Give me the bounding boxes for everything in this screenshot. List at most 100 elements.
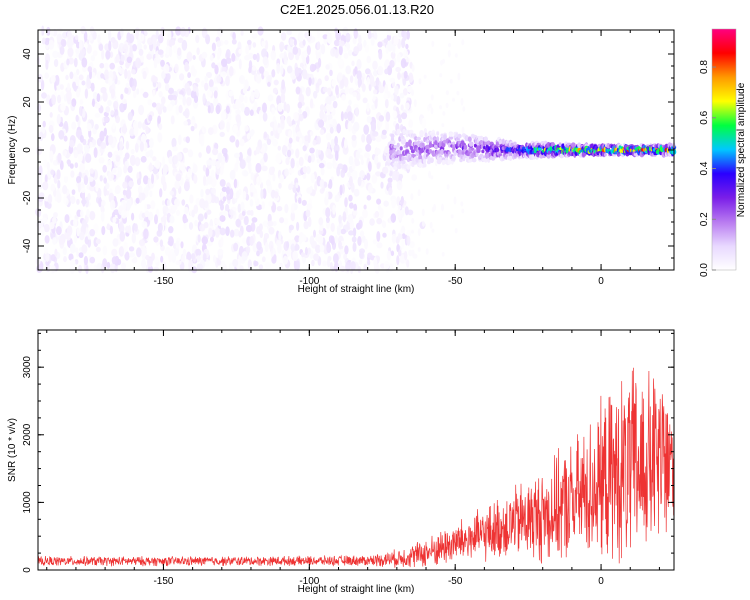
heatmap-cell [325, 190, 329, 200]
heatmap-cell [294, 192, 298, 203]
heatmap-cell [52, 216, 57, 224]
heatmap-cell [159, 188, 163, 198]
heatmap-y-axis-label: Frequency (Hz) [7, 116, 18, 185]
heatmap-cell [350, 261, 356, 271]
heatmap-cell [134, 157, 141, 167]
heatmap-cell [276, 62, 281, 74]
heatmap-cell [166, 103, 173, 112]
heatmap-cell [313, 253, 319, 261]
heatmap-cell [262, 56, 269, 66]
heatmap-cell [73, 218, 78, 227]
heatmap-cell [163, 183, 167, 191]
heatmap-cell [58, 237, 65, 245]
snr-background [38, 330, 674, 570]
heatmap-cell [195, 248, 202, 257]
heatmap-cell [366, 55, 371, 64]
heatmap-cell [396, 180, 403, 191]
heatmap-cell [221, 147, 228, 155]
heatmap-cell [154, 159, 161, 169]
heatmap-cell [291, 203, 295, 214]
heatmap-cell [604, 153, 607, 157]
snr-x-axis-label: Height of straight line (km) [298, 584, 415, 595]
heatmap-cell [292, 46, 298, 55]
heatmap-cell [206, 159, 212, 166]
heatmap-cell [152, 36, 157, 45]
heatmap-cell [325, 103, 331, 110]
heatmap-cell [419, 130, 424, 137]
heatmap-cell [123, 164, 128, 174]
heatmap-cell [410, 149, 415, 154]
heatmap-cell [375, 77, 380, 86]
heatmap-cell [417, 247, 421, 252]
heatmap-cell [307, 134, 311, 144]
heatmap-cell [313, 90, 318, 99]
heatmap-cell [397, 113, 402, 121]
heatmap-cell [384, 68, 389, 75]
heatmap-cell [460, 97, 464, 106]
heatmap-cell [249, 199, 254, 207]
heatmap-cell [147, 99, 153, 106]
heatmap-cell [430, 107, 434, 115]
heatmap-cell [338, 45, 343, 56]
heatmap-cell [244, 79, 249, 89]
heatmap-cell [143, 44, 147, 50]
heatmap-cell [399, 146, 403, 151]
heatmap-cell [83, 175, 88, 186]
heatmap-cell [258, 223, 263, 231]
heatmap-cell [306, 45, 311, 56]
heatmap-cell [205, 34, 211, 45]
heatmap-cell [169, 215, 175, 224]
heatmap-cell [341, 94, 346, 101]
heatmap-cell [371, 174, 378, 184]
heatmap-cell [178, 104, 183, 114]
heatmap-cell [101, 199, 106, 207]
heatmap-cell [50, 254, 56, 262]
heatmap-cell [182, 95, 186, 106]
heatmap-cell [100, 205, 104, 212]
heatmap-cell [353, 121, 360, 132]
heatmap-cell [373, 89, 378, 95]
x-tick-label: 0 [598, 276, 604, 287]
heatmap-cell [298, 197, 302, 204]
heatmap-cell [314, 181, 318, 192]
heatmap-cell [288, 183, 294, 189]
heatmap-cell [348, 230, 354, 236]
heatmap-cell [409, 145, 414, 150]
heatmap-cell [75, 48, 80, 54]
heatmap-cell [131, 212, 135, 221]
heatmap-cell [157, 222, 163, 233]
heatmap-cell [182, 147, 189, 154]
heatmap-cell [387, 40, 393, 52]
heatmap-cell [332, 118, 337, 127]
heatmap-cell [343, 47, 348, 53]
heatmap-cell [167, 94, 174, 101]
heatmap-cell [124, 152, 130, 160]
heatmap-cell [319, 104, 325, 112]
heatmap-cell [285, 103, 291, 114]
heatmap-cell [56, 192, 62, 204]
heatmap-cell [423, 158, 427, 164]
heatmap-cell [66, 90, 72, 102]
heatmap-cell [177, 37, 184, 43]
heatmap-cell [441, 159, 446, 166]
heatmap-cell [468, 141, 474, 147]
heatmap-cell [300, 252, 305, 258]
heatmap-cell [48, 39, 55, 50]
heatmap-cell [242, 190, 247, 200]
heatmap-cell [398, 233, 403, 240]
heatmap-cell [188, 222, 194, 230]
heatmap-cell [116, 79, 121, 85]
heatmap-cell [125, 82, 130, 89]
heatmap-cell [92, 98, 95, 107]
heatmap-cell [162, 156, 166, 167]
heatmap-cell [244, 215, 249, 226]
heatmap-cell [183, 206, 189, 215]
heatmap-cell [46, 162, 50, 171]
heatmap-cell [214, 64, 219, 75]
heatmap-cell [133, 123, 139, 134]
heatmap-cell [250, 172, 254, 181]
heatmap-cell [406, 235, 411, 246]
heatmap-cell [211, 187, 216, 194]
heatmap-cell [366, 172, 371, 181]
heatmap-cell [88, 34, 93, 42]
